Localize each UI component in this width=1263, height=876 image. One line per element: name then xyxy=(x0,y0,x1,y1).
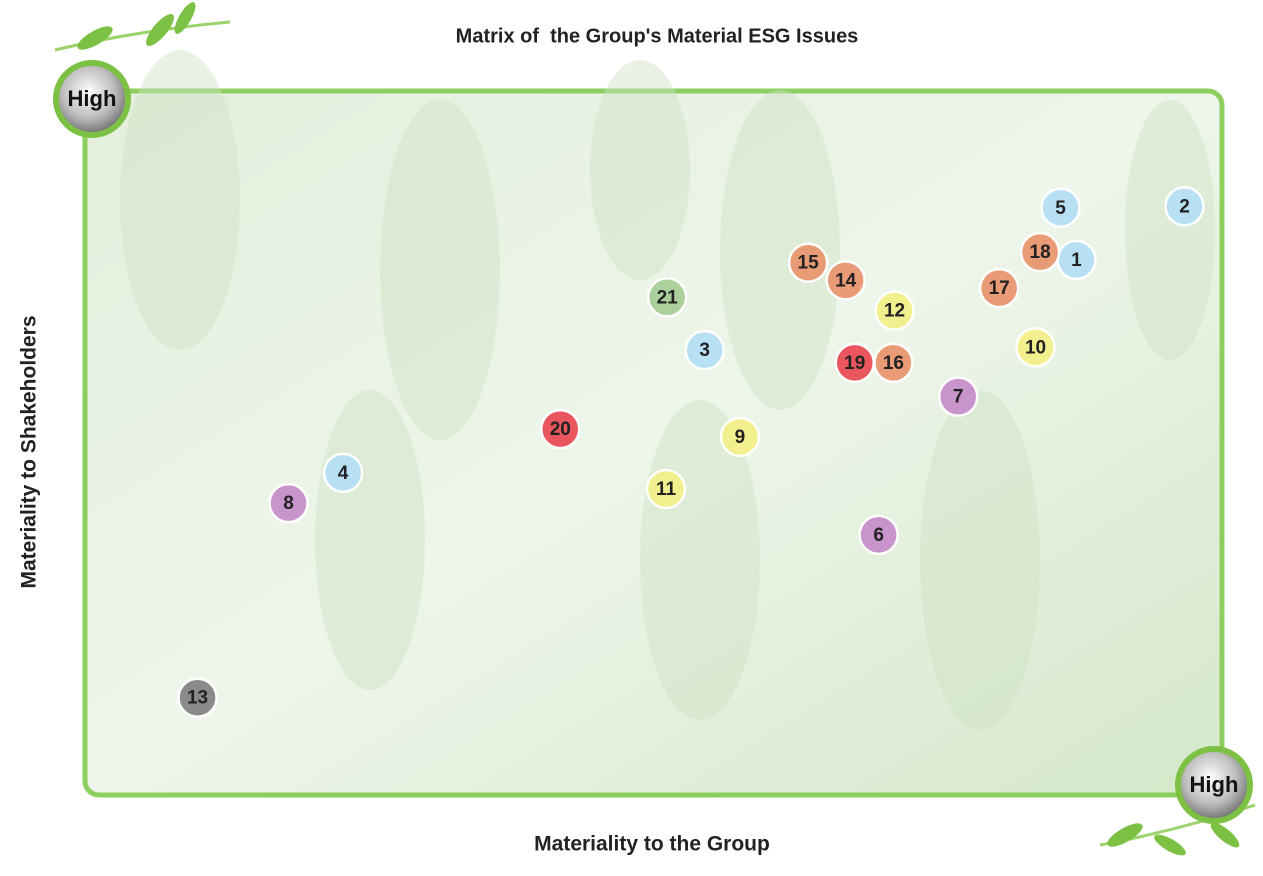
point-label: 7 xyxy=(953,387,964,408)
point-label: 14 xyxy=(835,270,857,291)
point-label: 19 xyxy=(844,353,865,374)
point-label: 17 xyxy=(989,278,1010,299)
y-high-label: High xyxy=(68,86,117,111)
point-label: 4 xyxy=(338,463,349,484)
point-label: 1 xyxy=(1071,250,1082,271)
point-label: 11 xyxy=(656,479,677,500)
chart-title: Matrix of the Group's Material ESG Issue… xyxy=(456,25,859,47)
point-label: 9 xyxy=(735,427,746,448)
point-label: 15 xyxy=(798,253,820,274)
point-label: 12 xyxy=(884,301,905,322)
point-label: 10 xyxy=(1025,337,1046,358)
y-axis-label: Materiality to Shakeholders xyxy=(18,315,41,588)
x-axis-label: Materiality to the Group xyxy=(534,833,770,856)
point-label: 5 xyxy=(1055,198,1066,219)
point-label: 21 xyxy=(657,287,679,308)
point-label: 3 xyxy=(699,340,710,361)
point-label: 16 xyxy=(883,353,904,374)
point-label: 6 xyxy=(873,525,884,546)
point-label: 8 xyxy=(283,493,294,514)
point-label: 13 xyxy=(187,688,208,709)
point-label: 18 xyxy=(1030,242,1051,263)
x-high-label: High xyxy=(1190,772,1239,797)
point-label: 20 xyxy=(550,419,571,440)
chart: Matrix of the Group's Material ESG Issue… xyxy=(0,0,1263,876)
point-label: 2 xyxy=(1179,196,1190,217)
